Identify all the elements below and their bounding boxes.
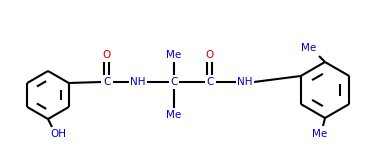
Text: Me: Me xyxy=(166,110,182,120)
Text: OH: OH xyxy=(50,129,66,139)
Text: C: C xyxy=(103,77,111,87)
Text: O: O xyxy=(103,50,111,60)
Text: O: O xyxy=(206,50,214,60)
Text: NH: NH xyxy=(237,77,253,87)
Text: C: C xyxy=(206,77,214,87)
Text: NH: NH xyxy=(130,77,146,87)
Text: Me: Me xyxy=(312,129,328,139)
Text: Me: Me xyxy=(166,50,182,60)
Text: C: C xyxy=(170,77,178,87)
Text: Me: Me xyxy=(301,43,317,53)
